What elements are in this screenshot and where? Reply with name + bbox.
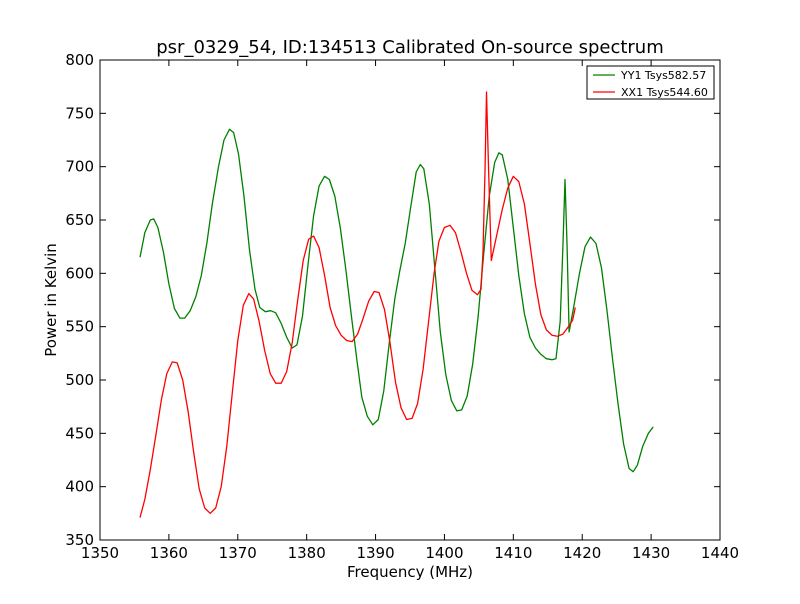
x-tick-label: 1440 <box>701 544 739 562</box>
x-tick-label: 1420 <box>563 544 601 562</box>
legend-label-1: YY1 Tsys582.57 <box>620 69 706 82</box>
y-tick-label: 500 <box>65 371 94 389</box>
series-line-1 <box>139 128 654 473</box>
series-line-2 <box>139 91 576 518</box>
y-tick-label: 750 <box>65 104 94 122</box>
x-tick-label: 1410 <box>494 544 532 562</box>
x-tick-label: 1390 <box>356 544 394 562</box>
y-tick-label: 650 <box>65 211 94 229</box>
y-tick-label: 800 <box>65 51 94 69</box>
x-tick-label: 1370 <box>219 544 257 562</box>
y-axis-label: Power in Kelvin <box>42 243 60 357</box>
plot-frame <box>99 59 721 541</box>
y-tick-label: 400 <box>65 478 94 496</box>
y-tick-label: 700 <box>65 158 94 176</box>
legend-box <box>586 65 715 100</box>
chart-title: psr_0329_54, ID:134513 Calibrated On-sou… <box>156 37 664 58</box>
x-tick-label: 1350 <box>81 544 119 562</box>
y-tick-label: 550 <box>65 318 94 336</box>
legend: YY1 Tsys582.57 XX1 Tsys544.60 <box>586 65 715 100</box>
y-tick-label: 450 <box>65 424 94 442</box>
x-axis-label: Frequency (MHz) <box>347 563 473 581</box>
y-tick-label: 350 <box>65 531 94 549</box>
x-tick-label: 1430 <box>632 544 670 562</box>
x-tick-label: 1380 <box>288 544 326 562</box>
plot-area: 1350 1360 1370 1380 1390 1400 1410 1420 1430 1440… <box>65 51 739 562</box>
x-tick-label: 1400 <box>425 544 463 562</box>
x-tick-label: 1360 <box>150 544 188 562</box>
y-tick-label: 600 <box>65 264 94 282</box>
legend-label-2: XX1 Tsys544.60 <box>621 86 708 99</box>
